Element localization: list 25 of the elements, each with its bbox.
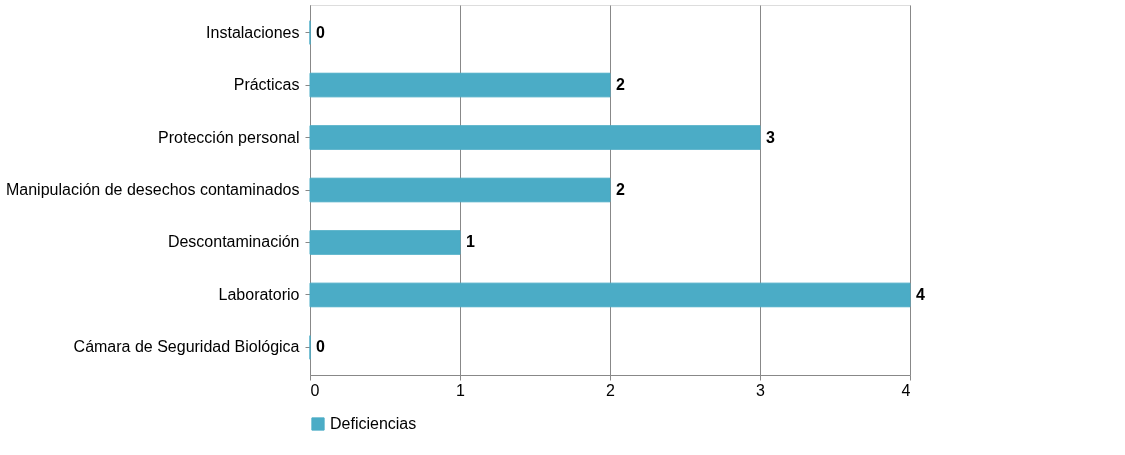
- x-tick-label: 4: [901, 381, 911, 399]
- data-label: 3: [766, 128, 775, 146]
- data-label: 0: [316, 23, 325, 41]
- y-tick-label: Instalaciones: [206, 23, 300, 41]
- y-tick-label: Protección personal: [158, 128, 300, 146]
- data-label: 0: [316, 338, 325, 356]
- x-tick-label: 1: [456, 381, 466, 399]
- bar: [309, 177, 611, 203]
- bar: [309, 125, 761, 150]
- x-tick-label: 3: [756, 381, 766, 399]
- legend-label: Deficiencias: [330, 415, 417, 432]
- y-tick-label: Prácticas: [233, 76, 300, 94]
- data-label: 1: [466, 233, 475, 251]
- x-tick-label: 2: [606, 381, 616, 399]
- data-label: 4: [916, 285, 925, 303]
- bar: [309, 72, 611, 98]
- bar: [309, 282, 911, 308]
- data-label: 2: [616, 76, 625, 94]
- x-tick-label: 0: [310, 381, 320, 399]
- y-tick-label: Cámara de Seguridad Biológica: [73, 338, 300, 356]
- y-tick-label: Descontaminación: [167, 233, 300, 251]
- data-label: 2: [616, 181, 625, 198]
- y-tick-label: Manipulación de desechos contaminados: [5, 181, 300, 198]
- y-tick-label: Laboratorio: [218, 285, 300, 303]
- bar: [309, 230, 461, 255]
